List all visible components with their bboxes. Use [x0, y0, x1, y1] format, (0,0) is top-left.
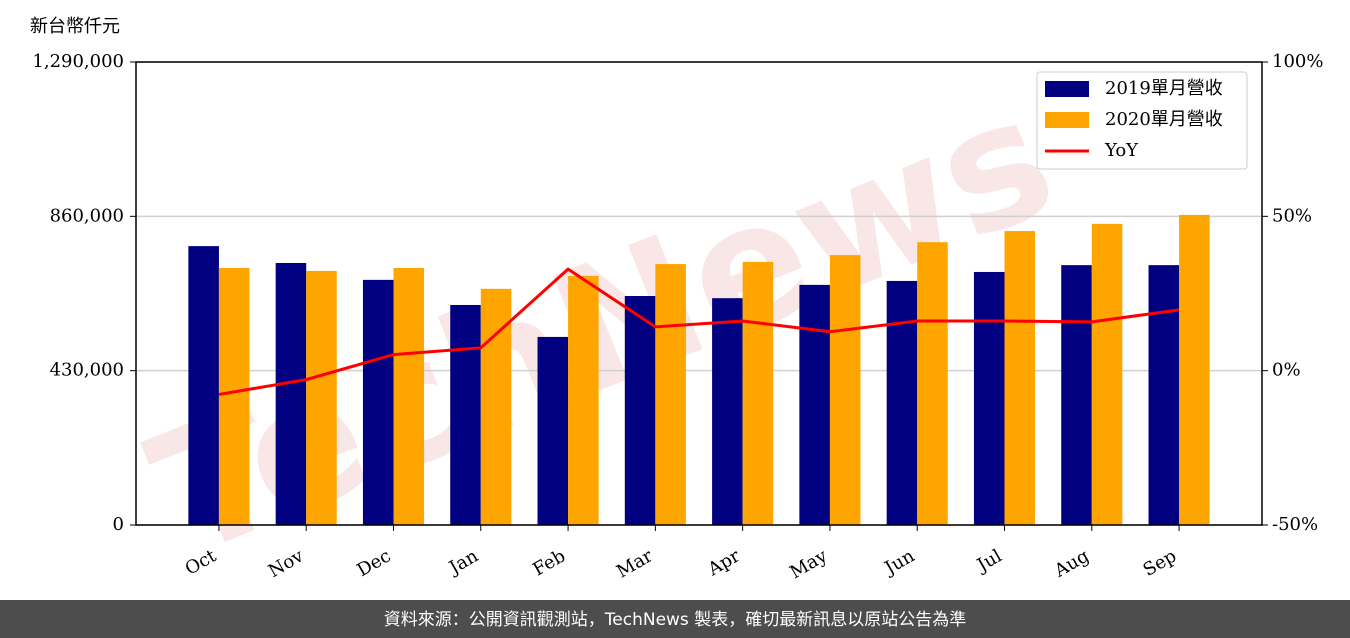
- bar: [655, 264, 686, 525]
- y2-tick-label: 50%: [1272, 205, 1312, 226]
- bar: [799, 284, 830, 525]
- bar: [218, 268, 250, 525]
- y-tick-label: 1,290,000: [32, 51, 124, 72]
- plot-frame: [135, 61, 1263, 526]
- y-tick-label: 860,000: [50, 205, 124, 226]
- x-tick-label: Jan: [444, 545, 482, 579]
- bar: [1091, 223, 1123, 525]
- bar: [1148, 265, 1180, 525]
- legend-box: [1036, 71, 1248, 170]
- legend-label: 2020單月營收: [1105, 109, 1223, 130]
- x-tick-label: Apr: [704, 545, 744, 580]
- x-tick-label: Jul: [972, 545, 1006, 577]
- x-tick-label: Mar: [613, 545, 657, 582]
- bar: [712, 298, 743, 525]
- bar: [1061, 265, 1092, 525]
- bar: [362, 279, 394, 525]
- x-tick-label: Aug: [1050, 545, 1093, 582]
- y2-tick-label: -50%: [1272, 514, 1318, 535]
- y-tick-label: 0: [113, 514, 124, 535]
- bar: [742, 261, 774, 525]
- bar: [306, 270, 337, 525]
- bar: [829, 255, 861, 525]
- legend-label: 2019單月營收: [1105, 78, 1223, 99]
- legend-swatch: [1045, 112, 1089, 128]
- y2-tick-label: 100%: [1272, 51, 1323, 72]
- bar: [275, 262, 307, 525]
- legend-swatch: [1045, 81, 1089, 97]
- y-tick-label: 430,000: [50, 360, 124, 381]
- y2-tick-label: 0%: [1272, 360, 1301, 381]
- bar: [568, 275, 599, 525]
- footer: 資料來源：公開資訊觀測站，TechNews 製表，確切最新訊息以原站公告為準: [384, 610, 966, 630]
- x-tick-label: Sep: [1140, 545, 1180, 580]
- x-tick-label: Jun: [880, 545, 919, 580]
- bar: [188, 246, 219, 525]
- x-tick-label: Dec: [354, 545, 395, 581]
- bar: [537, 336, 569, 525]
- bar: [624, 296, 656, 525]
- bar: [917, 242, 948, 526]
- bar: [1004, 231, 1036, 526]
- x-tick-label: Feb: [529, 545, 569, 580]
- bar: [480, 288, 512, 525]
- bar: [886, 280, 918, 525]
- x-tick-label: May: [786, 545, 831, 583]
- bar: [1179, 214, 1210, 525]
- bar: [393, 268, 425, 525]
- legend-label: YoY: [1104, 140, 1139, 161]
- unit-label: 新台幣仟元: [30, 16, 120, 37]
- line: [218, 267, 1180, 396]
- footer-bar: [0, 600, 1350, 638]
- bar: [973, 271, 1005, 525]
- bar: [450, 304, 481, 525]
